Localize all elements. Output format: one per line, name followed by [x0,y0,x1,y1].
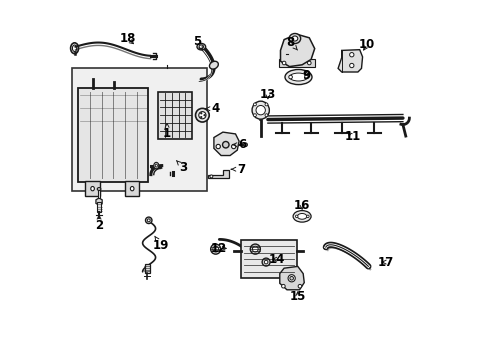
Ellipse shape [209,61,218,69]
Bar [278,59,314,67]
Ellipse shape [197,44,205,50]
Text: 8: 8 [286,36,297,50]
Ellipse shape [349,53,353,57]
Ellipse shape [292,211,310,222]
Ellipse shape [288,33,300,44]
Text: 6: 6 [232,138,246,151]
Ellipse shape [282,61,285,65]
Ellipse shape [203,114,205,116]
Text: 5: 5 [192,35,203,51]
Ellipse shape [253,103,256,106]
Text: 14: 14 [268,253,285,266]
Ellipse shape [307,61,310,65]
Text: 15: 15 [289,291,305,303]
Ellipse shape [195,108,209,122]
Bar [78,88,148,182]
Ellipse shape [153,162,159,169]
Text: 4: 4 [205,102,220,115]
Ellipse shape [210,244,220,254]
Ellipse shape [231,144,235,149]
Text: 9: 9 [302,69,310,82]
Bar [98,190,101,198]
Ellipse shape [251,101,269,119]
Ellipse shape [222,141,228,148]
Bar [72,68,207,191]
Ellipse shape [155,164,157,167]
Text: 18: 18 [119,32,135,45]
Ellipse shape [298,284,301,288]
Bar [97,202,101,212]
Ellipse shape [264,103,267,106]
Ellipse shape [349,63,353,68]
Ellipse shape [200,113,202,114]
Text: 16: 16 [293,199,310,212]
Bar [125,181,139,196]
Ellipse shape [209,175,212,178]
Ellipse shape [147,219,150,222]
Ellipse shape [252,246,258,252]
Text: 10: 10 [358,39,374,51]
Ellipse shape [264,114,267,117]
Polygon shape [96,198,102,205]
Ellipse shape [244,143,247,147]
Bar [158,92,192,139]
Ellipse shape [289,276,293,280]
Text: 13: 13 [259,88,275,101]
Ellipse shape [264,260,267,264]
Text: 17: 17 [377,256,393,269]
Ellipse shape [91,186,94,191]
Ellipse shape [289,73,307,81]
Polygon shape [280,34,314,67]
Ellipse shape [288,75,292,79]
Ellipse shape [130,186,134,191]
Ellipse shape [256,105,265,115]
Ellipse shape [216,144,220,149]
Ellipse shape [199,112,205,119]
Polygon shape [337,50,362,72]
Ellipse shape [97,188,101,190]
Ellipse shape [212,246,218,252]
Ellipse shape [262,258,269,266]
Polygon shape [213,132,239,156]
Ellipse shape [291,36,297,41]
Text: 1: 1 [163,123,171,140]
Bar [85,181,100,196]
Ellipse shape [250,244,260,254]
Text: 11: 11 [344,130,360,143]
Ellipse shape [297,213,306,219]
Ellipse shape [306,215,308,217]
Polygon shape [207,170,229,178]
Polygon shape [279,266,304,290]
Bar [144,264,149,273]
Ellipse shape [304,75,307,79]
Text: 7: 7 [231,163,244,176]
Text: 19: 19 [152,236,169,252]
Ellipse shape [200,116,202,118]
Ellipse shape [199,45,203,49]
Ellipse shape [253,114,256,117]
Text: 12: 12 [211,242,227,255]
Ellipse shape [145,217,152,224]
Ellipse shape [287,275,295,282]
Ellipse shape [295,215,297,217]
Bar [241,240,296,278]
Text: 3: 3 [176,161,187,174]
Text: 2: 2 [95,215,103,232]
Ellipse shape [281,284,285,288]
Ellipse shape [285,69,311,85]
